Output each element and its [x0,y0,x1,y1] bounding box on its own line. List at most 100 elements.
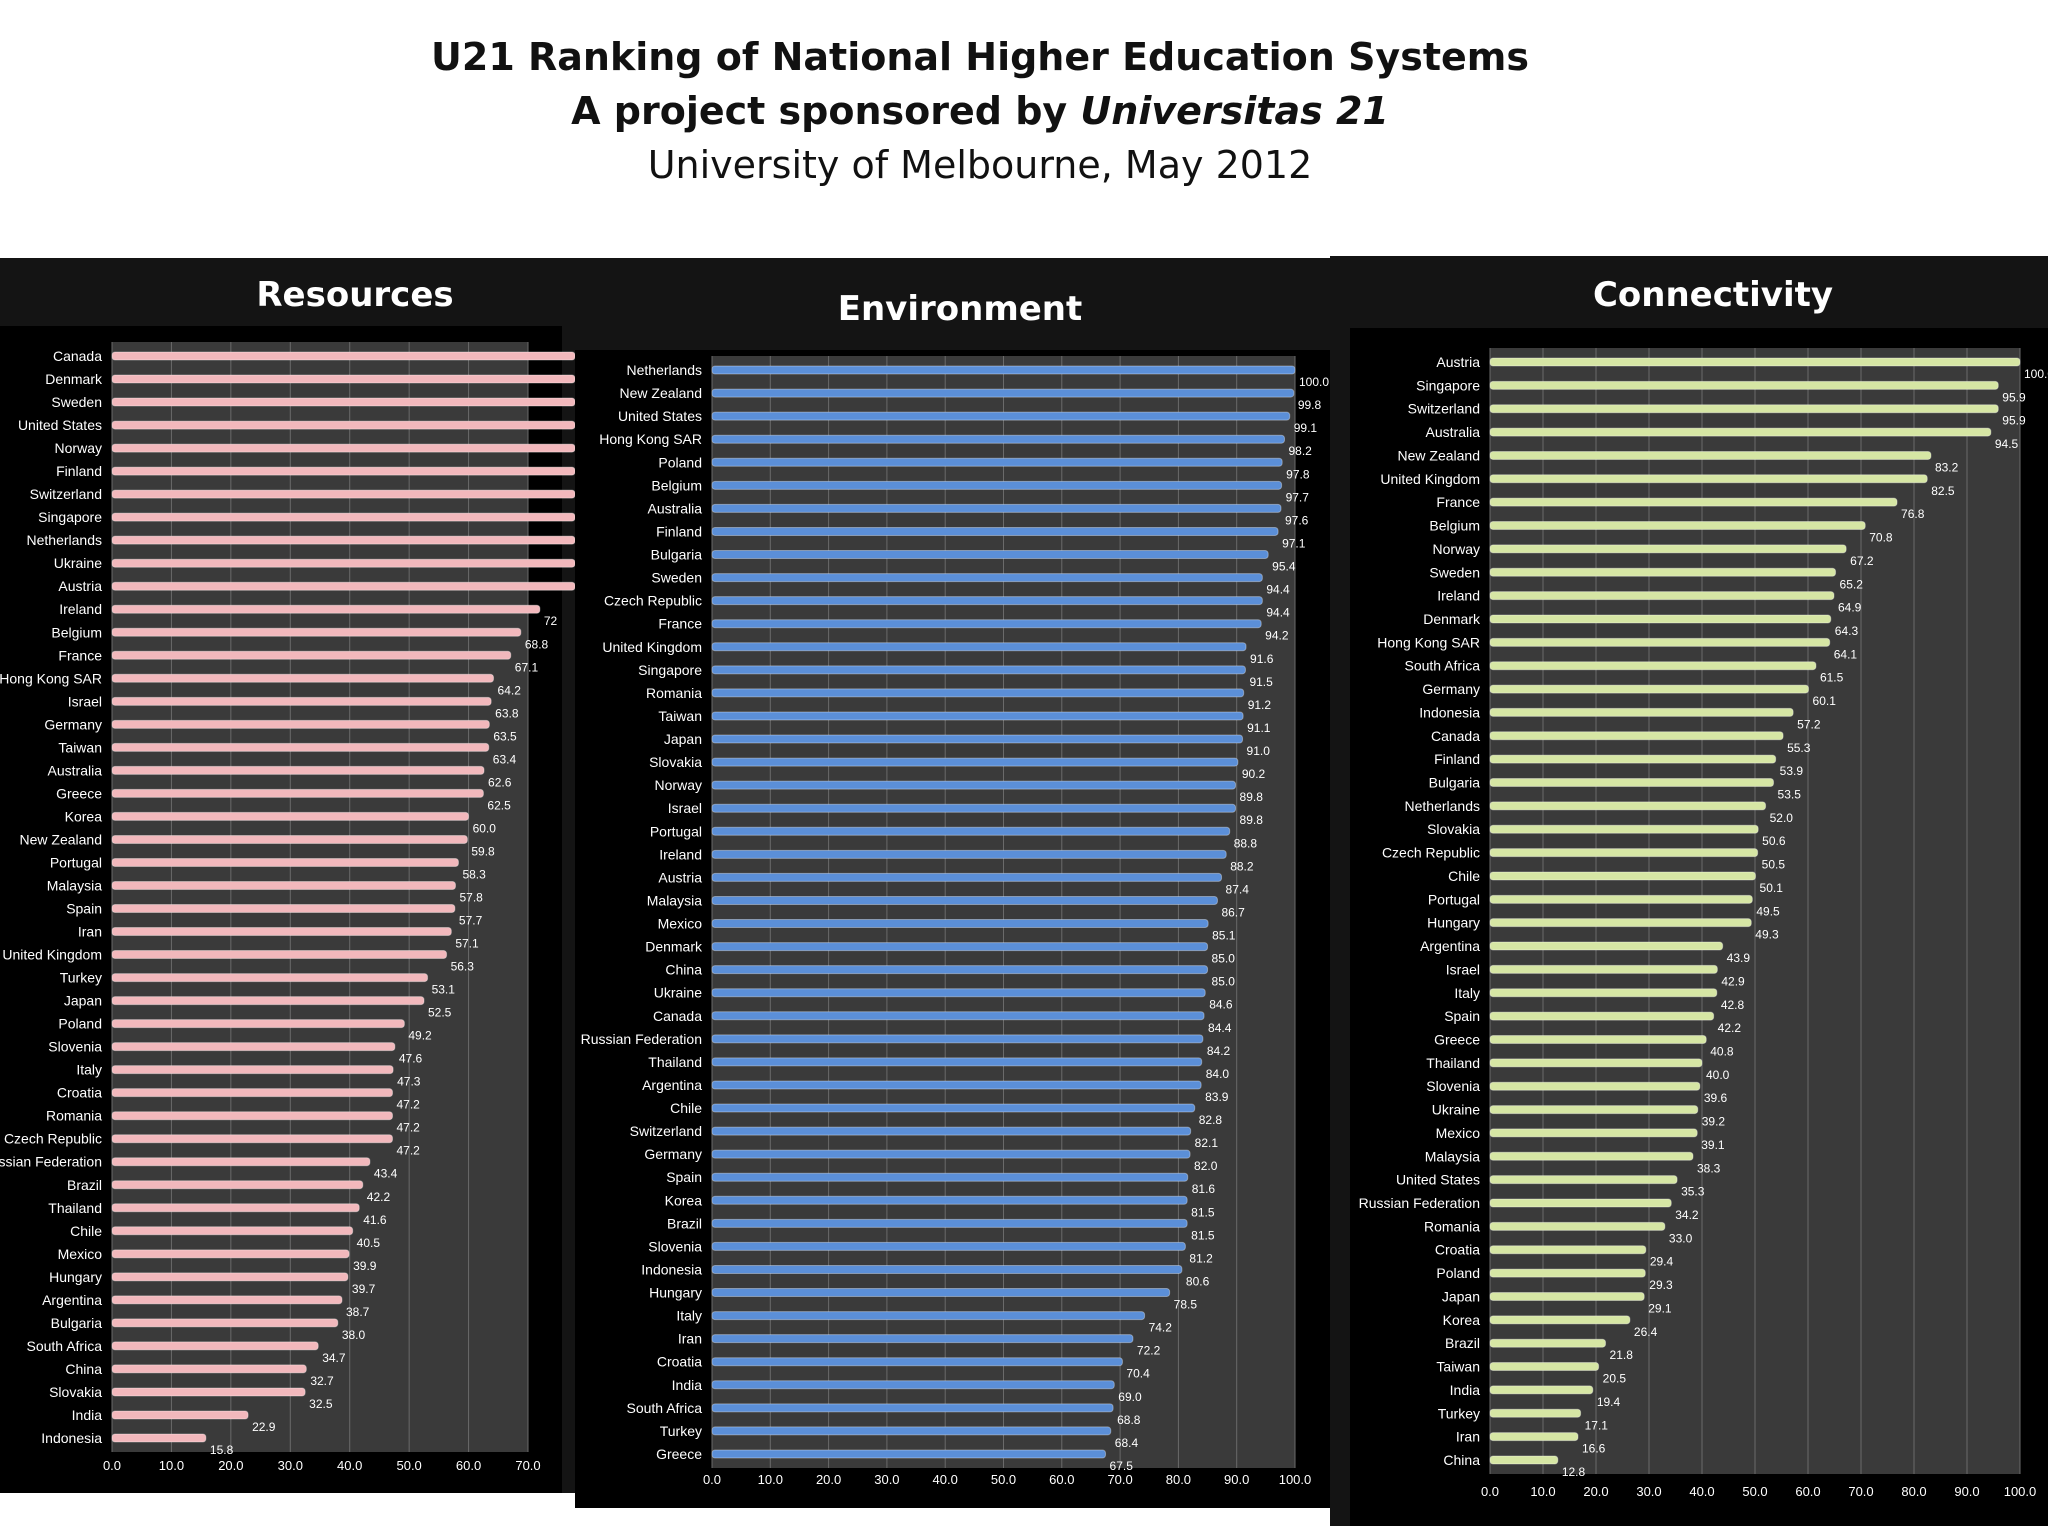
connectivity-value-label: 17.1 [1585,1418,1609,1432]
connectivity-category-label: Denmark [1423,611,1481,627]
environment-category-label: Belgium [651,477,702,493]
environment-value-label: 78.5 [1174,1298,1198,1312]
environment-value-label: 89.8 [1240,790,1264,804]
environment-category-label: Germany [644,1146,702,1162]
connectivity-value-label: 35.3 [1681,1185,1705,1199]
resources-bar [111,1387,306,1397]
resources-value-label: 57.7 [459,914,483,928]
connectivity-category-label: Turkey [1438,1405,1480,1421]
environment-category-label: France [658,616,702,632]
environment-value-label: 82.8 [1199,1113,1223,1127]
environment-value-label: 91.1 [1247,721,1271,735]
connectivity-bar [1489,404,1999,414]
connectivity-value-label: 95.9 [2002,414,2026,428]
connectivity-value-label: 82.5 [1931,484,1955,498]
resources-x-tick-label: 10.0 [159,1458,184,1473]
resources-bar [111,1042,396,1052]
resources-bar [111,673,495,683]
resources-chart-title: Resources [256,275,453,315]
connectivity-category-label: Greece [1434,1031,1480,1047]
environment-bar [711,1011,1205,1021]
connectivity-category-label: Hong Kong SAR [1377,634,1480,650]
connectivity-bar [1489,591,1835,601]
connectivity-value-label: 12.8 [1562,1465,1586,1479]
connectivity-value-label: 49.3 [1755,928,1779,942]
connectivity-value-label: 76.8 [1901,507,1925,521]
resources-value-label: 57.1 [455,937,479,951]
environment-value-label: 81.5 [1191,1205,1215,1219]
environment-category-label: Brazil [667,1215,702,1231]
resources-bar [111,719,490,729]
connectivity-bar [1489,357,2021,367]
environment-bar [711,780,1237,790]
connectivity-value-label: 42.8 [1721,998,1745,1012]
resources-bar [111,397,575,407]
resources-value-label: 52.5 [428,1006,452,1020]
resources-category-label: Portugal [50,854,102,870]
resources-bar [111,512,575,522]
resources-category-label: Hong Kong SAR [0,670,102,686]
environment-value-label: 85.0 [1212,975,1236,989]
connectivity-category-label: Norway [1433,541,1480,557]
resources-bar [111,581,575,591]
resources-bar [111,558,575,568]
environment-category-label: Korea [665,1192,703,1208]
resources-value-label: 41.6 [363,1213,387,1227]
connectivity-value-label: 50.5 [1762,858,1786,872]
environment-bar [711,457,1283,467]
resources-bar [111,811,470,821]
resources-category-label: Hungary [49,1269,102,1285]
connectivity-category-label: Brazil [1445,1335,1480,1351]
connectivity-bar [1489,1011,1715,1021]
connectivity-bar [1489,1034,1707,1044]
resources-bar [111,1433,207,1443]
environment-category-label: Slovenia [648,1238,702,1254]
environment-value-label: 91.0 [1247,744,1271,758]
resources-value-label: 59.8 [471,844,495,858]
resources-category-label: Iran [78,924,102,940]
connectivity-value-label: 34.2 [1675,1208,1699,1222]
resources-bar [111,834,468,844]
environment-value-label: 72.2 [1137,1344,1161,1358]
resources-value-label: 47.2 [397,1121,421,1135]
connectivity-category-label: United Kingdom [1380,471,1480,487]
environment-value-label: 84.2 [1207,1044,1231,1058]
environment-category-label: Singapore [638,662,702,678]
resources-bar [111,351,575,361]
environment-bar [711,1034,1204,1044]
environment-bar [711,526,1279,536]
connectivity-bar [1489,380,1999,390]
subtitle-prefix: A project sponsored by [571,89,1081,133]
environment-value-label: 100.0 [1299,375,1329,389]
connectivity-value-label: 94.5 [1995,437,2019,451]
resources-value-label: 49.2 [408,1029,432,1043]
connectivity-value-label: 39.1 [1701,1138,1725,1152]
connectivity-bar [1489,1455,1559,1465]
resources-value-label: 32.5 [309,1397,333,1411]
resources-value-label: 42.2 [367,1190,391,1204]
environment-value-label: 81.2 [1189,1251,1213,1265]
connectivity-category-label: Slovenia [1426,1078,1480,1094]
environment-bar [711,1288,1171,1298]
environment-bar [711,734,1244,744]
connectivity-category-label: Slovakia [1427,821,1480,837]
connectivity-category-label: New Zealand [1398,447,1481,463]
connectivity-bar [1489,1175,1678,1185]
resources-category-label: Denmark [45,371,103,387]
environment-value-label: 94.4 [1266,583,1290,597]
page-subtitle: A project sponsored by Universitas 21 [0,84,1960,138]
resources-bar [111,1088,394,1098]
resources-bar [111,1318,339,1328]
connectivity-chart: Connectivity 0.0 10.0 20.0 30.0 40.0 50.0 60.0 7… [1330,256,2048,1526]
resources-category-label: Israel [68,693,102,709]
environment-bar [711,1172,1189,1182]
resources-bar [111,1157,371,1167]
connectivity-x-tick-label: 40.0 [1689,1484,1714,1499]
resources-x-tick-label: 40.0 [337,1458,362,1473]
environment-bar [711,1426,1112,1436]
environment-value-label: 68.8 [1117,1413,1141,1427]
connectivity-bar [1489,427,1992,437]
sponsor-name: Universitas 21 [1080,89,1389,133]
connectivity-value-label: 61.5 [1820,671,1844,685]
connectivity-bar [1489,544,1847,554]
